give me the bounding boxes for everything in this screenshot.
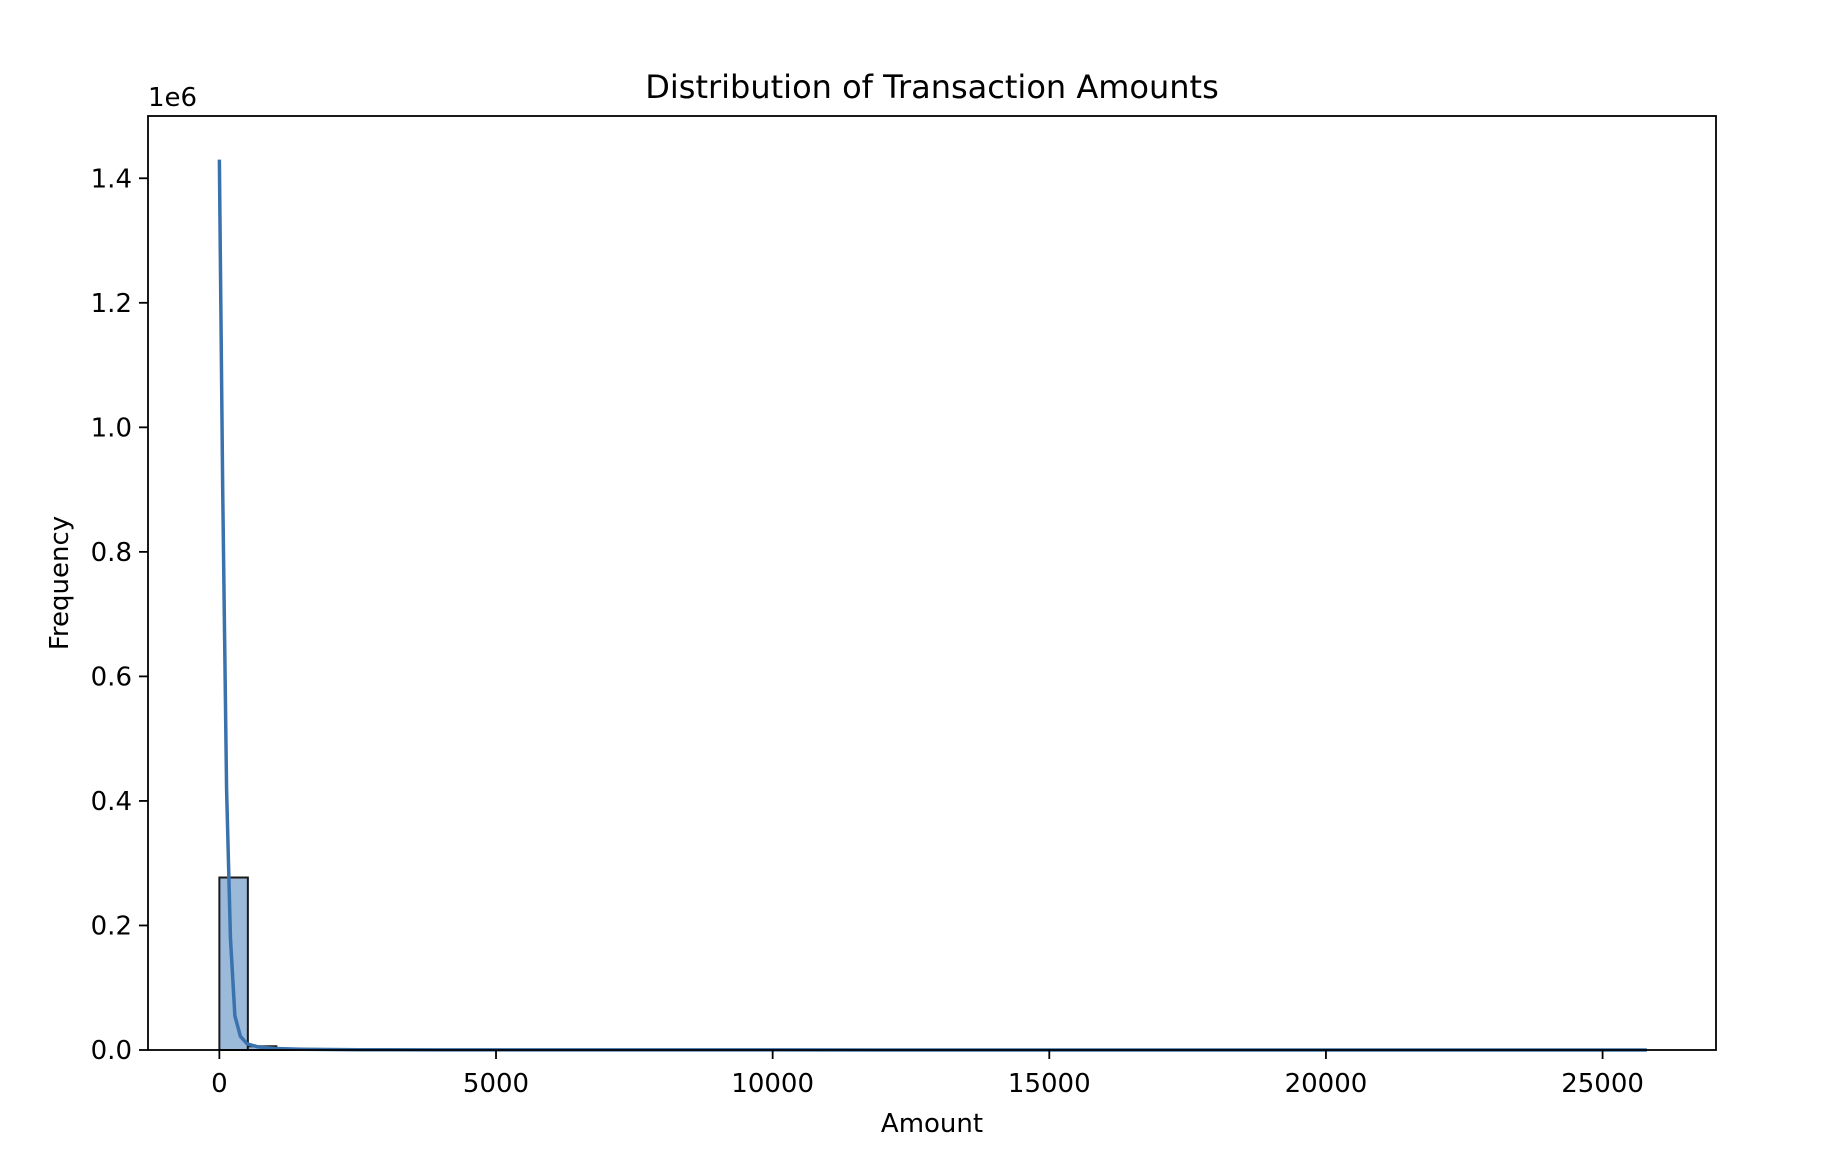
y-tick-label: 0.0 <box>91 1036 132 1066</box>
y-tick-label: 1.2 <box>91 289 132 319</box>
x-tick-label: 25000 <box>1561 1069 1644 1099</box>
y-axis-offset-label: 1e6 <box>148 83 197 113</box>
x-tick-label: 15000 <box>1008 1069 1091 1099</box>
y-tick-label: 0.2 <box>91 911 132 941</box>
chart-title: Distribution of Transaction Amounts <box>645 68 1219 106</box>
y-axis-label: Frequency <box>45 516 75 650</box>
y-tick-label: 0.4 <box>91 787 132 817</box>
plot-frame <box>147 115 1717 1051</box>
y-tick-label: 0.6 <box>91 662 132 692</box>
y-tick-label: 1.4 <box>91 164 132 194</box>
x-tick-label: 20000 <box>1285 1069 1368 1099</box>
x-tick-label: 5000 <box>463 1069 529 1099</box>
x-tick-label: 10000 <box>731 1069 814 1099</box>
y-axis-ticks: 0.0 0.2 0.4 0.6 0.8 1.0 1.2 1.4 <box>91 164 148 1066</box>
x-tick-label: 0 <box>211 1069 228 1099</box>
kde-line <box>217 159 1647 1052</box>
y-tick-label: 0.8 <box>91 538 132 568</box>
x-axis-ticks: 0 5000 10000 15000 20000 25000 <box>211 1050 1644 1099</box>
kde-layer <box>217 159 1647 1052</box>
y-tick-label: 1.0 <box>91 413 132 443</box>
x-axis-label: Amount <box>881 1109 983 1139</box>
axes <box>147 115 1717 1051</box>
histogram-bars <box>218 876 420 1052</box>
